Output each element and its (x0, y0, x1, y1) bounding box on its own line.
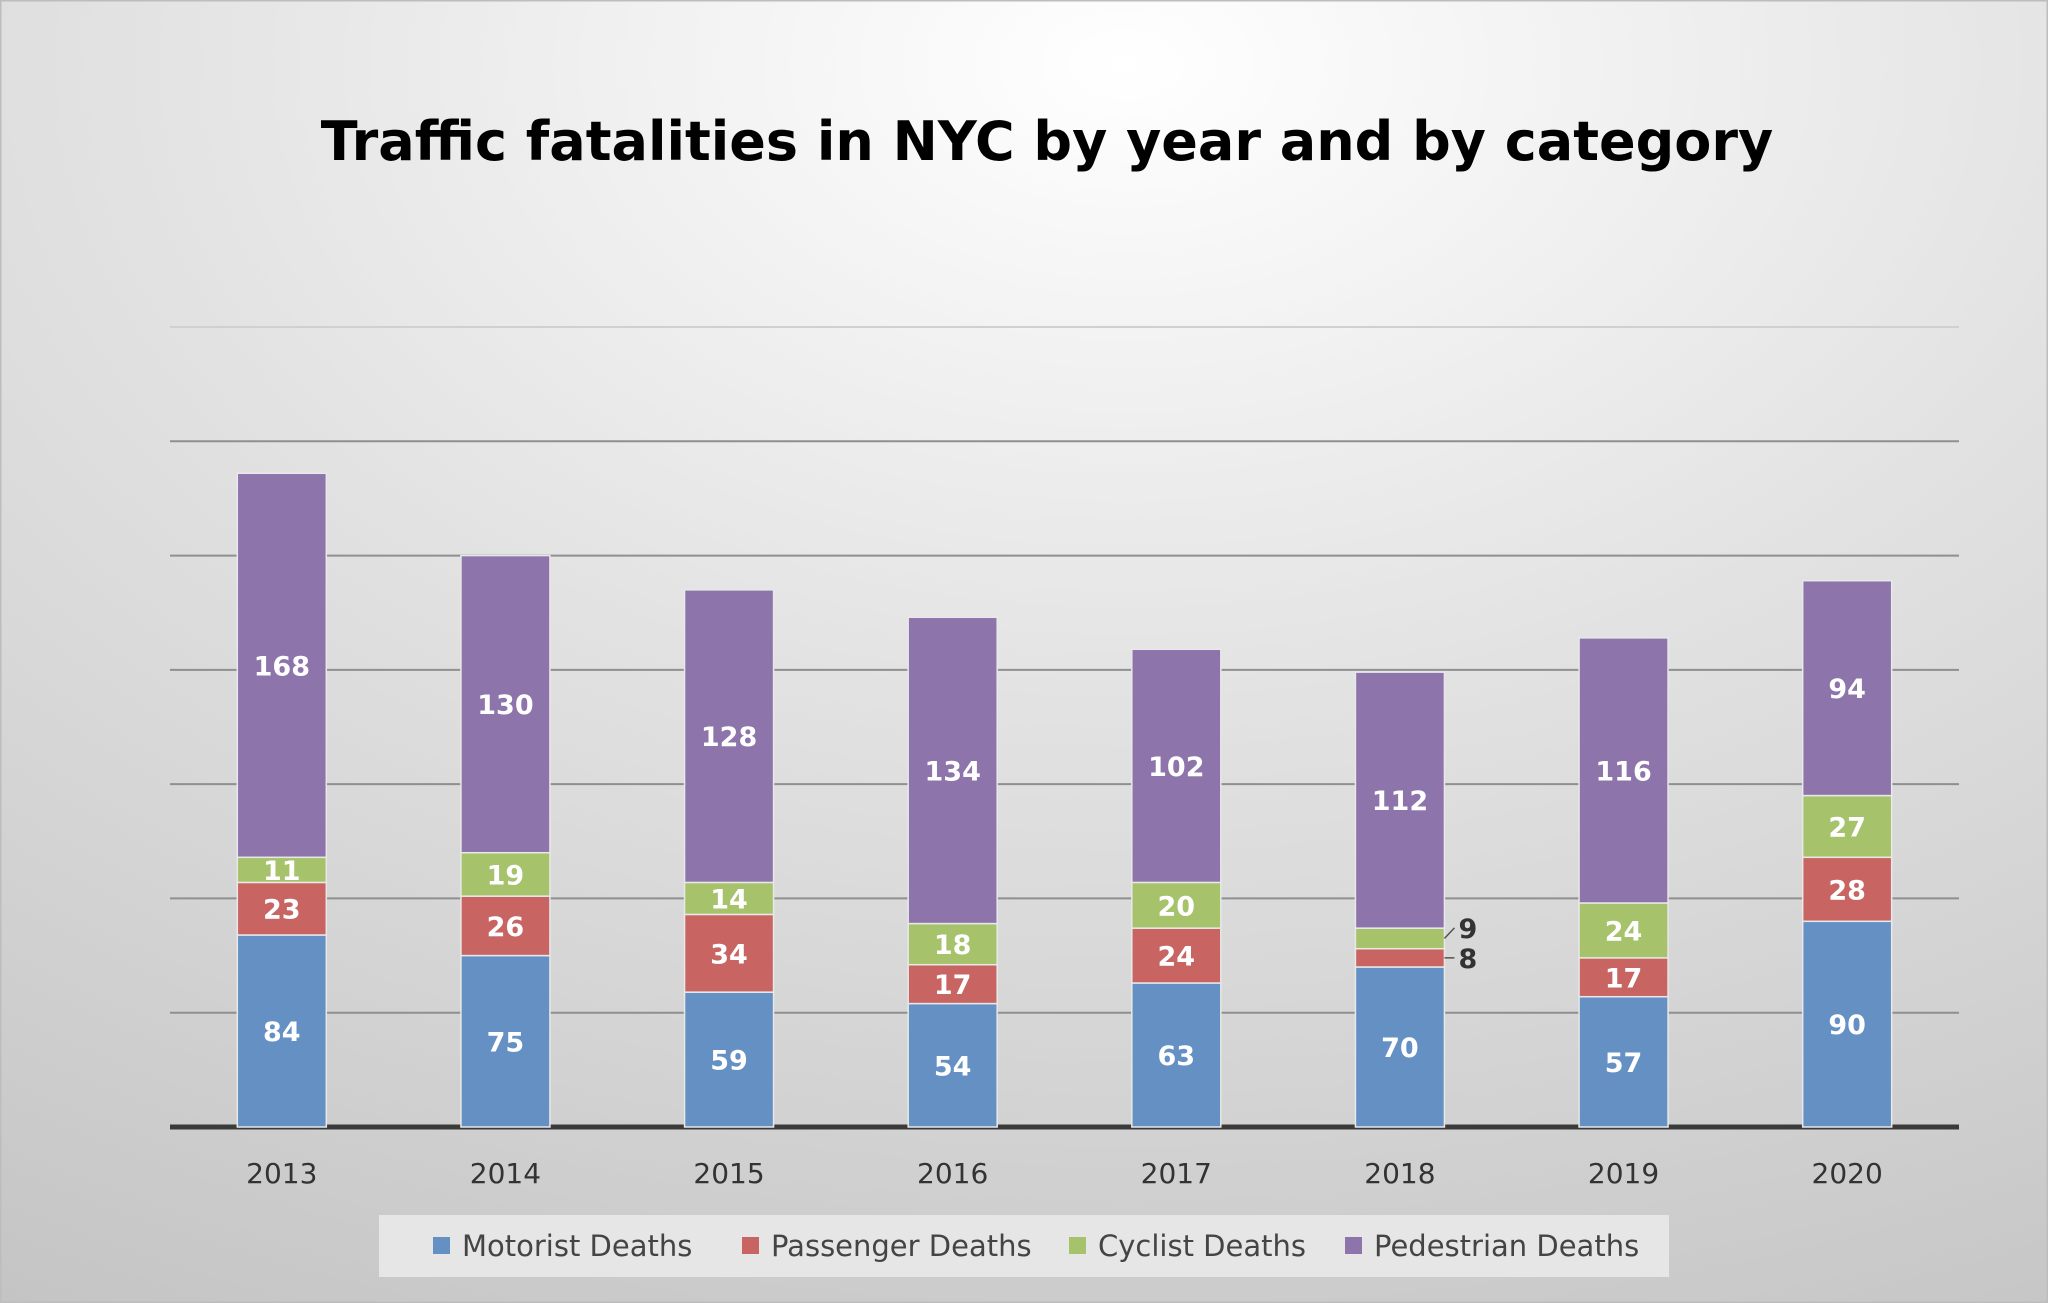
x-tick-label: 2017 (1141, 1157, 1212, 1190)
bar-segment (1131, 881, 1222, 929)
data-label: 134 (925, 756, 981, 787)
data-label: 75 (487, 1027, 525, 1058)
bar-segment (683, 913, 775, 993)
data-label: 168 (254, 651, 310, 682)
data-label: 130 (477, 690, 533, 721)
bar-segment (460, 554, 551, 854)
data-label: 59 (710, 1046, 748, 1077)
data-label: 90 (1828, 1010, 1866, 1041)
bar-segment (1801, 856, 1893, 923)
data-label: 28 (1828, 875, 1866, 906)
x-tick-label: 2014 (470, 1157, 541, 1190)
bar-segment (683, 589, 775, 884)
legend-label: Motorist Deaths (462, 1229, 692, 1263)
data-label: 70 (1381, 1033, 1419, 1064)
x-tick-label: 2016 (917, 1157, 988, 1190)
data-label: 54 (934, 1051, 972, 1082)
bar-segment (1578, 957, 1669, 998)
legend-label: Pedestrian Deaths (1374, 1229, 1639, 1263)
data-label: 128 (701, 722, 757, 753)
bar-segment (1131, 648, 1222, 884)
data-label: 63 (1158, 1041, 1196, 1072)
data-label: 84 (263, 1017, 301, 1048)
x-tick-label: 2018 (1364, 1157, 1435, 1190)
x-tick-label: 2015 (693, 1157, 764, 1190)
data-label: 17 (934, 970, 972, 1001)
bar-segment (1354, 947, 1446, 968)
data-label: 116 (1595, 756, 1651, 787)
legend-swatch (742, 1237, 759, 1254)
data-label: 27 (1828, 812, 1866, 843)
data-label: 19 (487, 860, 525, 891)
legend-swatch (433, 1237, 450, 1254)
data-label: 24 (1158, 942, 1196, 973)
bar-segment (460, 895, 551, 957)
x-tick-label: 2013 (246, 1157, 317, 1190)
bar-segment (460, 851, 551, 897)
bar-segment (907, 963, 998, 1005)
data-label: 57 (1605, 1048, 1643, 1079)
data-label: 112 (1372, 786, 1428, 817)
bar-segment (1354, 671, 1446, 929)
data-label: 11 (263, 856, 301, 887)
data-label: 18 (934, 930, 972, 961)
bar-segment (236, 934, 328, 1128)
bar-segment (1801, 579, 1893, 797)
data-label: 17 (1605, 963, 1643, 994)
data-label: 9 (1458, 914, 1477, 945)
data-label-leader (1443, 927, 1455, 939)
bar-segment (236, 881, 328, 936)
bar-segment (1578, 902, 1669, 959)
chart-title: Traffic fatalities in NYC by year and by… (321, 110, 1773, 173)
bar-segment (1131, 927, 1222, 984)
data-label: 34 (710, 939, 748, 970)
legend-label: Cyclist Deaths (1098, 1229, 1306, 1263)
data-label: 14 (710, 884, 748, 915)
legend-swatch (1069, 1237, 1086, 1254)
bar-segment (683, 991, 775, 1128)
x-tick-label: 2019 (1588, 1157, 1659, 1190)
legend-label: Passenger Deaths (771, 1229, 1032, 1263)
data-label: 8 (1458, 944, 1477, 975)
legend-box (379, 1215, 1669, 1277)
bar-segment (460, 954, 551, 1128)
x-tick-label: 2020 (1812, 1157, 1883, 1190)
data-label: 102 (1148, 752, 1204, 783)
data-label: 26 (487, 912, 525, 943)
bar-segment (907, 922, 998, 966)
bar-segment (1801, 794, 1893, 859)
data-label: 24 (1605, 916, 1643, 947)
bar-segment (1131, 982, 1222, 1128)
data-label: 94 (1828, 674, 1866, 705)
legend: Motorist Deaths Passenger Deaths Cyclist D… (433, 1229, 1639, 1263)
data-label: 20 (1158, 891, 1196, 922)
bar-segment (1578, 637, 1669, 904)
legend-swatch (1345, 1237, 1362, 1254)
bar-segment (1354, 927, 1446, 950)
bar-segment (236, 472, 328, 859)
x-axis-ticks: 2013 2014 2015 2016 2017 2018 2019 2020 (246, 1157, 1883, 1190)
data-label: 23 (263, 895, 301, 926)
bar-segment (907, 616, 998, 925)
bars: 84 23 11 168 75 26 19 130 59 34 14 128 54 17 18 134 63 24… (236, 472, 1893, 1128)
bar-segment (683, 881, 775, 916)
